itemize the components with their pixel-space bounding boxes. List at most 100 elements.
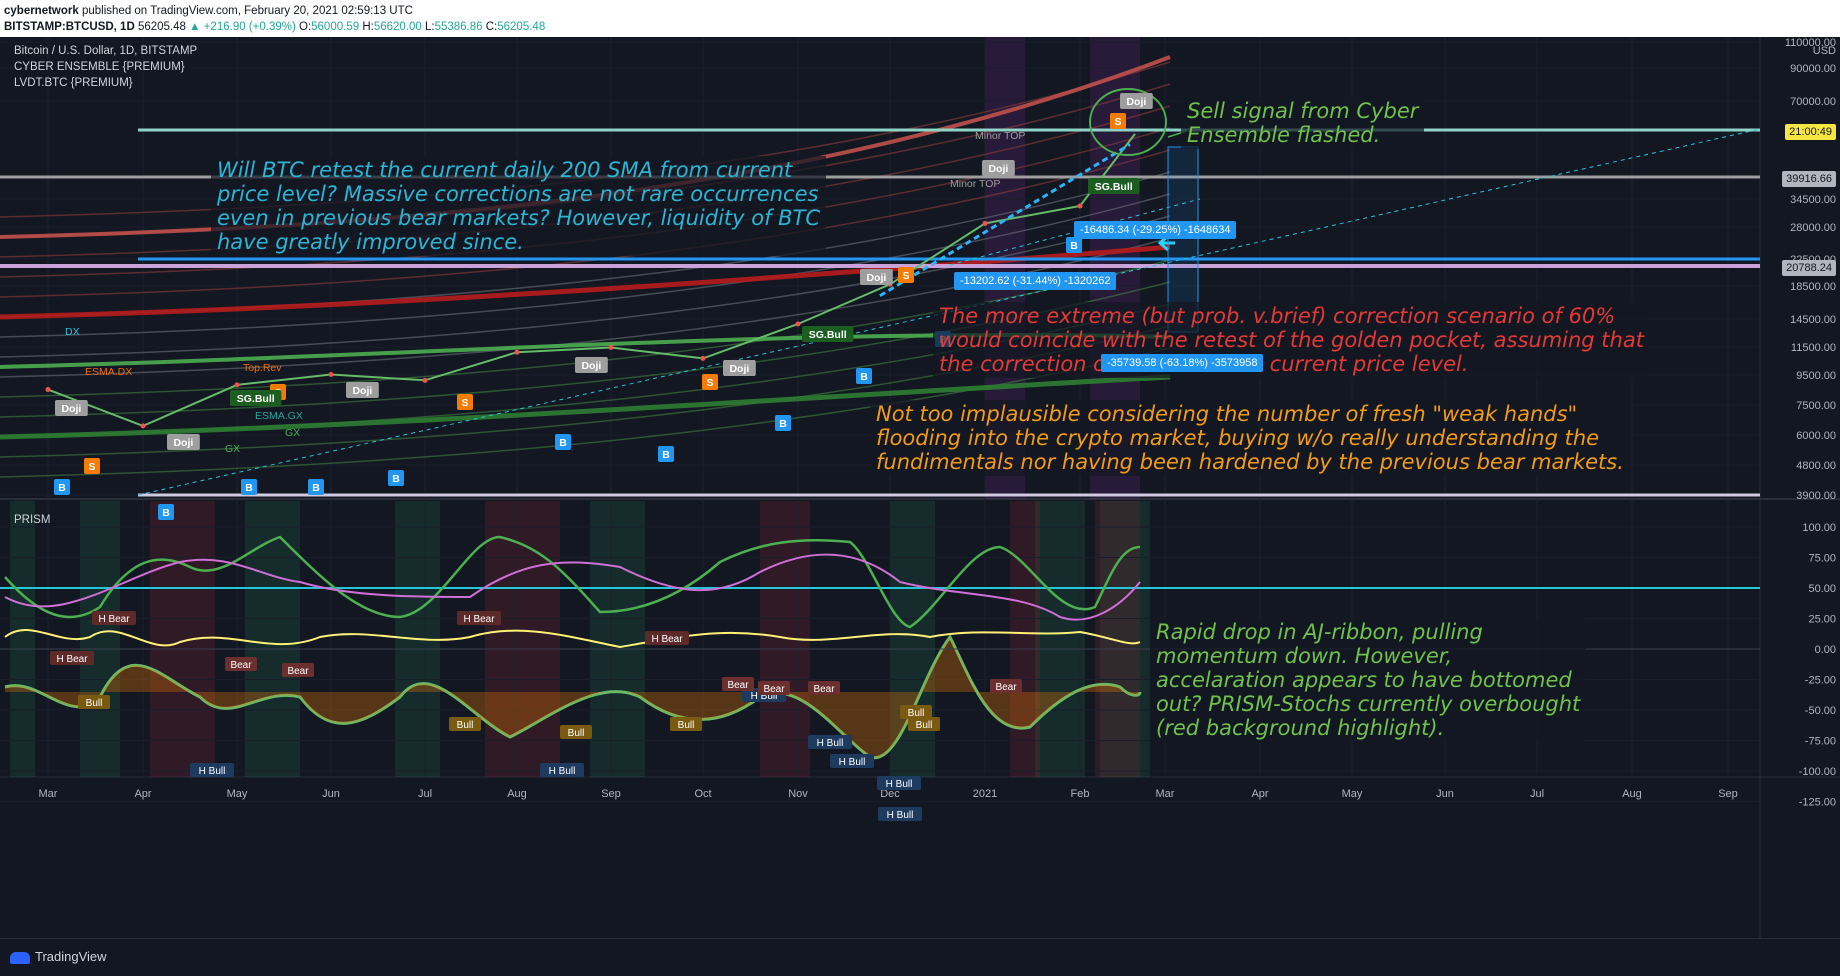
bull-label: Bull: [670, 717, 702, 731]
price-tick-label: 18500.00: [1790, 281, 1836, 293]
measure-label[interactable]: -35739.58 (-63.18%) -3573958: [1101, 354, 1264, 372]
badge-text: B: [559, 437, 567, 449]
badge-box: [50, 651, 94, 665]
support-band: [0, 374, 1171, 440]
badge-text: Bear: [230, 660, 252, 671]
badge-text: Bear: [995, 682, 1017, 693]
price-point: [608, 344, 614, 350]
h-bull-label: H Bull: [190, 763, 234, 777]
retest-note[interactable]: Will BTC retest the current daily 200 SM…: [211, 156, 827, 256]
publish-header: cybernetwork published on TradingView.co…: [0, 0, 1840, 37]
indicator-lvdt[interactable]: LVDT.BTC {PREMIUM}: [14, 77, 133, 89]
minor-top-label: Minor TOP: [950, 178, 1000, 190]
author-name[interactable]: cybernetwork: [4, 5, 79, 17]
bear-label: Bear: [758, 681, 790, 695]
badge-text: B: [392, 473, 400, 485]
badge-box: [990, 679, 1022, 693]
minor-top-label: Minor TOP: [975, 130, 1025, 142]
h-bull-label: H Bull: [830, 754, 874, 768]
badge-box: [670, 717, 702, 731]
time-tick-label: Sep: [1718, 788, 1738, 800]
badge-box: [457, 611, 501, 625]
sell-badge: S: [1110, 113, 1126, 129]
time-tick-label: Apr: [134, 788, 151, 800]
esma-gx-label: ESMA.GX: [255, 410, 303, 422]
badge-text: Bull: [678, 720, 695, 731]
price-point: [700, 355, 706, 361]
buy-badge: B: [856, 368, 872, 384]
badge-box: [78, 695, 110, 709]
measure-label[interactable]: -13202.62 (-31.44%) -1320262: [954, 272, 1117, 290]
cloud-icon: [10, 951, 30, 964]
prism-tick-label: -25.00: [1805, 675, 1836, 687]
price-tick-label: 11500.00: [1791, 342, 1836, 354]
measure-label[interactable]: -16486.34 (-29.25%) -1648634: [1074, 221, 1237, 239]
currency-label: USD: [1813, 45, 1836, 57]
gx-label: GX: [285, 427, 300, 439]
signals-layer: DojiDojiDojiDojiDojiDojiDojiDojiSSSSSSBB…: [50, 93, 1153, 821]
time-tick-label: May: [1342, 788, 1363, 800]
badge-text: H Bear: [463, 614, 495, 625]
badge-text: B: [312, 482, 320, 494]
h-bear-label: H Bear: [457, 611, 501, 625]
price-tick-label: 28000.00: [1790, 222, 1836, 234]
badge-box: [658, 446, 674, 462]
badge-text: S: [1114, 116, 1121, 128]
badge-box: [54, 479, 70, 495]
sell-signal-note[interactable]: Sell signal from Cyber Ensemble flashed.: [1181, 97, 1425, 149]
prism-tick-label: -100.00: [1799, 766, 1836, 778]
time-tick-label: Jun: [1436, 788, 1454, 800]
last-price: 56205.48: [137, 21, 186, 33]
buy-badge: B: [555, 434, 571, 450]
indicator-cyber-ensemble[interactable]: CYBER ENSEMBLE {PREMIUM}: [14, 61, 185, 73]
badge-box: [898, 267, 914, 283]
bear-label: Bear: [722, 677, 754, 691]
badge-text: S: [902, 270, 909, 282]
chart-canvas[interactable]: Mar Apr May Jun Jul Aug Sep Oct Nov Dec 2021 Feb Mar…: [0, 37, 1840, 938]
prism-tick-label: 75.00: [1808, 553, 1836, 565]
badge-box: [1088, 178, 1140, 194]
badge-text: Bull: [86, 698, 103, 709]
bull-label: Bull: [78, 695, 110, 709]
price-point: [982, 220, 988, 226]
badge-text: H Bull: [751, 691, 778, 702]
sg-bull-badge: SG.Bull: [230, 390, 282, 406]
extreme-scenario-note[interactable]: The more extreme (but prob. v.brief) cor…: [933, 302, 1650, 378]
badge-text: SG.Bull: [1095, 181, 1133, 193]
tradingview-logo[interactable]: TradingView: [10, 949, 107, 964]
badge-box: [225, 657, 257, 671]
price-point: [328, 371, 334, 377]
chart-area[interactable]: Mar Apr May Jun Jul Aug Sep Oct Nov Dec 2021 Feb Mar…: [0, 37, 1840, 938]
badge-text: B: [1070, 240, 1078, 252]
time-tick-label: Aug: [507, 788, 527, 800]
prism-zone: [245, 501, 300, 777]
h-bull-label: H Bull: [540, 763, 584, 777]
badge-text: Bear: [813, 684, 835, 695]
indicator-prism[interactable]: PRISM: [14, 514, 51, 526]
price-tick-label: 70000.00: [1790, 96, 1836, 108]
sell-badge: S: [84, 458, 100, 474]
trend-line: [137, 128, 1761, 496]
price-tick-label: 9500.00: [1796, 370, 1836, 382]
badge-text: Doji: [866, 272, 886, 284]
time-tick-label: Feb: [1071, 788, 1090, 800]
prism-note[interactable]: Rapid drop in AJ-ribbon, pulling momentu…: [1150, 618, 1587, 742]
open-label: O:: [299, 21, 312, 33]
top-rev-label: Top.Rev: [243, 362, 282, 374]
weak-hands-note[interactable]: Not too implausible considering the numb…: [870, 400, 1630, 476]
price-tick-label: 3900.00: [1796, 490, 1836, 502]
badge-text: Bear: [763, 684, 785, 695]
prism-zone: [150, 501, 215, 777]
doji-badge: Doji: [982, 160, 1015, 176]
badge-text: H Bull: [886, 779, 913, 790]
badge-box: [982, 160, 1015, 176]
buy-badge: B: [658, 446, 674, 462]
badge-box: [900, 705, 932, 719]
prism-tick-label: 0.00: [1815, 644, 1836, 656]
prism-zone: [1035, 501, 1085, 777]
badge-text: B: [58, 482, 66, 494]
buy-badge: B: [54, 479, 70, 495]
time-tick-label: Jul: [1530, 788, 1544, 800]
badge-box: [167, 434, 200, 450]
ensemble-band: [0, 215, 1171, 358]
